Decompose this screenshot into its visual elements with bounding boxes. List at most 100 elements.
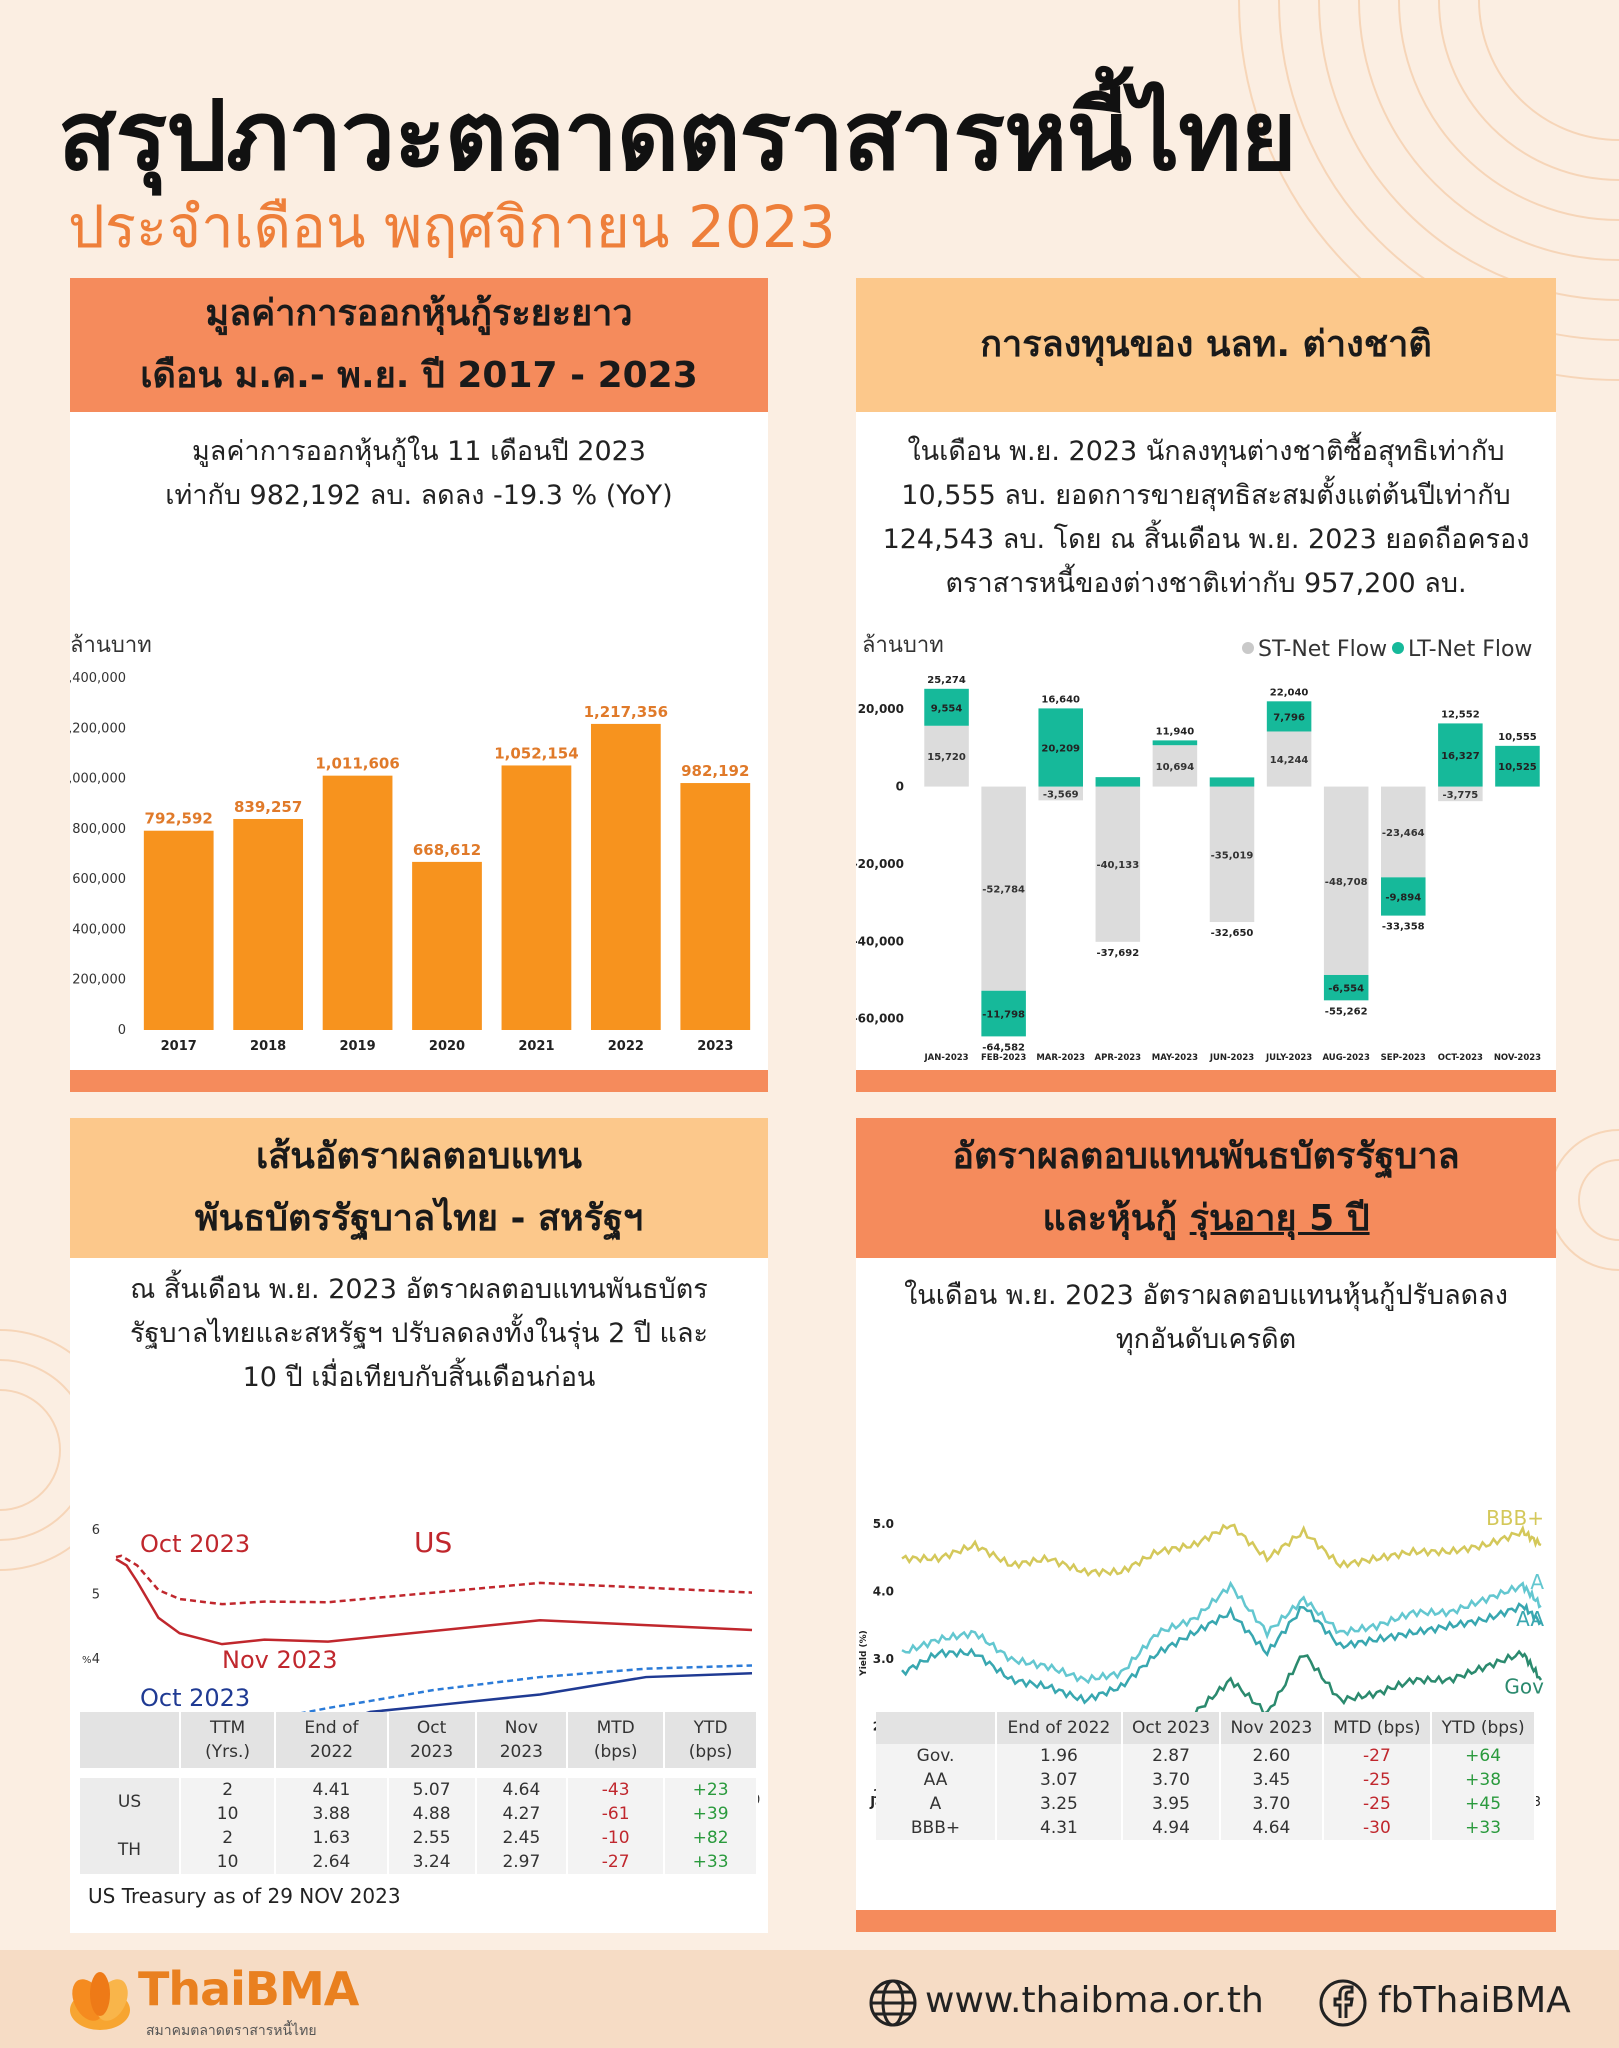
- bar: [143, 830, 214, 1030]
- panel-foreign-investment: การลงทุนของ นลท. ต่างชาติ ในเดือน พ.ย. 2…: [856, 278, 1556, 1092]
- x-tick-label: 2017: [161, 1039, 197, 1054]
- panel1-title-line2: เดือน ม.ค.- พ.ย. ปี 2017 - 2023: [140, 355, 698, 396]
- lt-bar: [1209, 777, 1255, 787]
- y-tick-label: 20,000: [858, 702, 904, 716]
- facebook-link[interactable]: fbThaiBMA: [1378, 1980, 1571, 2021]
- table-cell: 10: [180, 1850, 277, 1874]
- table-header: Nov 2023: [1220, 1712, 1324, 1744]
- total-label: 16,640: [1041, 694, 1080, 705]
- table-cell: +82: [664, 1826, 758, 1850]
- legend-label: ST-Net Flow: [1258, 637, 1387, 662]
- table-cell: 2.64: [275, 1850, 389, 1874]
- table-cell: 4.41: [275, 1773, 389, 1802]
- total-label: 22,040: [1270, 687, 1309, 698]
- panel3-title-line1: เส้นอัตราผลตอบแทน: [256, 1136, 582, 1177]
- x-tick-label: JAN-2023: [924, 1053, 969, 1063]
- bar: [412, 861, 482, 1030]
- table-cell: 4.64: [475, 1773, 569, 1802]
- x-tick-label: JULY-2023: [1265, 1053, 1312, 1063]
- x-tick-label: JUN-2023: [1209, 1053, 1254, 1063]
- table-header: End of 2022: [996, 1712, 1123, 1744]
- st-bar-label: -40,133: [1096, 860, 1139, 871]
- table-header: Oct 2023: [1121, 1712, 1222, 1744]
- table-cell: 1.96: [996, 1744, 1123, 1768]
- total-label: -64,582: [982, 1042, 1025, 1053]
- total-label: -55,262: [1325, 1006, 1368, 1017]
- x-tick-label: 2018: [250, 1039, 286, 1054]
- table-cell: AA: [876, 1768, 997, 1792]
- panel2-description: ในเดือน พ.ย. 2023 นักลงทุนต่างชาติซื้อสุ…: [856, 430, 1556, 606]
- panel2-footer-bar: [856, 1070, 1556, 1092]
- total-label: 25,274: [927, 675, 966, 686]
- table-cell: 10: [180, 1802, 277, 1826]
- table-cell: 2.97: [475, 1850, 569, 1874]
- yield-curve-line: [115, 1557, 753, 1646]
- x-tick-label: 2019: [339, 1039, 375, 1054]
- table-cell: -10: [567, 1826, 666, 1850]
- x-tick-label: OCT-2023: [1438, 1053, 1483, 1063]
- panel4-desc-line2: ทุกอันดับเครดิต: [1115, 1324, 1297, 1355]
- x-tick-label: 2020: [429, 1039, 465, 1054]
- bar: [501, 765, 572, 1030]
- yield-curve-table: TTM (Yrs.) End of 2022 Oct 2023 Nov 2023…: [80, 1712, 758, 1874]
- table-row: US 2 4.41 5.07 4.64 -43 +23: [80, 1773, 758, 1826]
- st-bar-label: -23,464: [1382, 828, 1425, 839]
- panel4-title-line1: อัตราผลตอบแทนพันธบัตรรัฐบาล: [952, 1136, 1460, 1177]
- bar-value-label: 1,052,154: [494, 744, 578, 762]
- table-cell: 3.45: [1220, 1768, 1324, 1792]
- issuance-bar-chart: ล้านบาท 0 200,000 400,000 600,000 800,000 1,00…: [70, 633, 751, 1054]
- panel1-title-line1: มูลค่าการออกหุ้นกู้ระยะยาว: [205, 293, 633, 334]
- table-cell: -27: [1322, 1744, 1433, 1768]
- panel2-desc-line3: 124,543 ลบ. โดย ณ สิ้นเดือน พ.ย. 2023 ยอ…: [882, 524, 1530, 555]
- table-cell: 2.60: [1220, 1744, 1324, 1768]
- panel3-desc-line3: 10 ปี เมื่อเทียบกับสิ้นเดือนก่อน: [242, 1362, 596, 1393]
- panel4-title-line2: และหุ้นกู้ รุ่นอายุ 5 ปี: [1042, 1188, 1369, 1250]
- bar: [233, 818, 304, 1030]
- table-header: [80, 1712, 181, 1773]
- row-group-label: US: [80, 1773, 181, 1826]
- st-bar-label: 10,694: [1156, 762, 1195, 773]
- table-header: MTD (bps): [1322, 1712, 1433, 1744]
- table-header: YTD (bps): [664, 1712, 758, 1773]
- lt-bar: [1095, 777, 1141, 787]
- total-label: -37,692: [1096, 948, 1139, 959]
- panel1-desc-line2: เท่ากับ 982,192 ลบ. ลดลง -19.3 % (YoY): [165, 480, 673, 511]
- table-cell: 3.07: [996, 1768, 1123, 1792]
- y-tick-label: 4.0: [873, 1585, 894, 1599]
- table-cell: +23: [664, 1773, 758, 1802]
- table-cell: -25: [1322, 1768, 1433, 1792]
- panel3-desc-line2: รัฐบาลไทยและสหรัฐฯ ปรับลดลงทั้งในรุ่น 2 …: [130, 1318, 708, 1349]
- legend-label: LT-Net Flow: [1408, 637, 1532, 662]
- website-link[interactable]: www.thaibma.or.th: [925, 1980, 1264, 2021]
- st-bar-label: 15,720: [927, 752, 966, 763]
- table-cell: 3.95: [1121, 1792, 1222, 1816]
- lt-bar: [1323, 974, 1369, 1001]
- bar-value-label: 1,011,606: [315, 755, 399, 773]
- lt-bar-label: 20,209: [1041, 743, 1080, 754]
- row-group-label: TH: [80, 1826, 181, 1874]
- table-cell: 2: [180, 1826, 277, 1850]
- st-bar: [1209, 786, 1255, 923]
- table-header: Oct 2023: [387, 1712, 477, 1773]
- y-tick-label: 0: [118, 1023, 126, 1038]
- panel3-description: ณ สิ้นเดือน พ.ย. 2023 อัตราผลตอบแทนพันธบ…: [70, 1268, 768, 1400]
- table-row: Gov. 1.96 2.87 2.60 -27 +64: [876, 1744, 1536, 1768]
- st-bar: [924, 725, 969, 787]
- panel-5yr-yields: อัตราผลตอบแทนพันธบัตรรัฐบาล และหุ้นกู้ ร…: [856, 1118, 1556, 1932]
- series-label: A: [1530, 1570, 1544, 1594]
- table-header: TTM (Yrs.): [180, 1712, 277, 1773]
- table-cell: +33: [664, 1850, 758, 1874]
- y-tick-label: 800,000: [72, 822, 126, 837]
- table-row: TH 2 1.63 2.55 2.45 -10 +82: [80, 1826, 758, 1874]
- series-label: Gov: [1504, 1675, 1544, 1699]
- y-tick-label: 6: [92, 1523, 100, 1538]
- page-subtitle: ประจำเดือน พฤศจิกายน 2023: [68, 193, 836, 261]
- x-tick-label: FEB-2023: [981, 1053, 1026, 1063]
- total-label: -32,650: [1211, 928, 1254, 939]
- panel1-description: มูลค่าการออกหุ้นกู้ใน 11 เดือนปี 2023 เท…: [70, 430, 768, 518]
- lt-bar-label: 7,796: [1273, 712, 1305, 723]
- lt-bar-label: -11,798: [982, 1010, 1025, 1021]
- st-bar: [1323, 786, 1369, 975]
- bar: [590, 723, 661, 1030]
- panel2-desc-line4: ตราสารหนี้ของต่างชาติเท่ากับ 957,200 ลบ.: [945, 568, 1467, 599]
